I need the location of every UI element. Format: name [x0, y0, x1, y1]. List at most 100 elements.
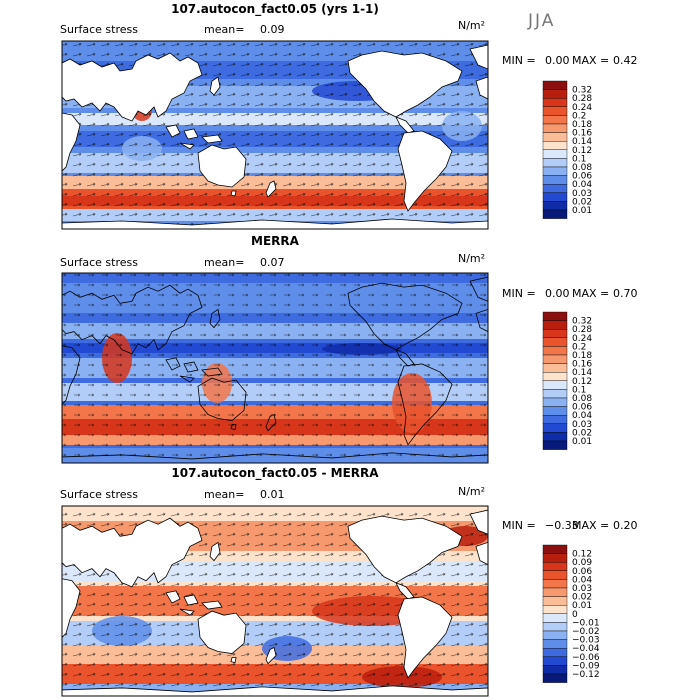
- colorbar-tick-label: 0.14: [572, 368, 592, 378]
- colorbar-swatch: [542, 329, 568, 339]
- colorbar-tick-label: 0.18: [572, 120, 592, 130]
- max-label: MAX =: [572, 519, 609, 532]
- colorbar-swatch: [542, 132, 568, 142]
- panel-variable-label: Surface stress: [60, 488, 138, 501]
- colorbar-swatch: [542, 311, 568, 321]
- colorbar-tick-label: −0.03: [572, 636, 600, 646]
- colorbar-tick-label: 0.06: [572, 403, 592, 413]
- colorbar-tick-label: 0.18: [572, 351, 592, 361]
- colorbar-tick-label: −0.12: [572, 670, 600, 680]
- colorbar-swatch: [542, 406, 568, 416]
- colorbar-swatch: [542, 363, 568, 373]
- colorbar-swatch: [542, 149, 568, 159]
- colorbar-tick-label: 0.02: [572, 593, 592, 603]
- panel-title: 107.autocon_fact0.05 (yrs 1-1): [171, 2, 379, 17]
- colorbar-tick-label: 0: [572, 610, 578, 620]
- colorbar-swatch: [542, 630, 568, 640]
- colorbar-tick-label: 0.2: [572, 342, 586, 352]
- colorbar-swatch: [542, 209, 568, 219]
- colorbar-swatch: [542, 166, 568, 176]
- colorbar-swatch: [542, 613, 568, 623]
- colorbar-swatch: [542, 80, 568, 90]
- colorbar-tick-label: −0.02: [572, 627, 600, 637]
- colorbar-swatch: [542, 605, 568, 615]
- map-field: [62, 41, 488, 229]
- colorbar-tick-label: 0.32: [572, 86, 592, 96]
- units-label: N/m²: [458, 485, 485, 498]
- colorbar-swatch: [542, 183, 568, 193]
- colorbar-swatch: [542, 115, 568, 125]
- mean-label: mean=: [204, 488, 244, 501]
- panel-variable-label: Surface stress: [60, 256, 138, 269]
- units-label: N/m²: [458, 19, 485, 32]
- colorbar-tick-label: 0.01: [572, 437, 592, 447]
- colorbar-swatch: [542, 553, 568, 563]
- colorbar-swatch: [542, 106, 568, 116]
- colorbar-swatch: [542, 656, 568, 666]
- max-value: 0.20: [613, 519, 638, 532]
- min-label: MIN =: [502, 519, 536, 532]
- panel-2: MERRA Surface stress mean= 0.07 N/m² MIN = 0.0…: [60, 234, 638, 464]
- min-value: 0.00: [545, 287, 570, 300]
- colorbar-swatch: [542, 596, 568, 606]
- mean-label: mean=: [204, 256, 244, 269]
- min-value: 0.00: [545, 54, 570, 67]
- mean-value: 0.01: [260, 488, 285, 501]
- colorbar-swatch: [542, 89, 568, 99]
- max-label: MAX =: [572, 287, 609, 300]
- colorbar-tick-label: 0.04: [572, 180, 592, 190]
- colorbar-tick-label: 0.02: [572, 428, 592, 438]
- colorbar-swatch: [542, 544, 568, 554]
- max-label: MAX =: [572, 54, 609, 67]
- map-field: [62, 273, 488, 463]
- colorbar-swatch: [542, 432, 568, 442]
- season-label: JJA: [527, 11, 555, 31]
- colorbar-swatch: [542, 440, 568, 450]
- colorbar-tick-label: 0.2: [572, 111, 586, 121]
- colorbar-tick-label: 0.09: [572, 558, 592, 568]
- panel-3: 107.autocon_fact0.05 - MERRA Surface stre…: [60, 466, 638, 697]
- colorbar-tick-label: 0.12: [572, 550, 592, 560]
- colorbar-tick-label: −0.09: [572, 661, 600, 671]
- colorbar-swatch: [542, 639, 568, 649]
- colorbar-tick-label: 0.12: [572, 377, 592, 387]
- colorbar-swatch: [542, 665, 568, 675]
- colorbar-tick-label: 0.24: [572, 334, 592, 344]
- colorbar-swatch: [542, 175, 568, 185]
- colorbar-swatch: [542, 372, 568, 382]
- panel-title: 107.autocon_fact0.05 - MERRA: [171, 466, 379, 481]
- colorbar-swatch: [542, 570, 568, 580]
- colorbar-tick-label: 0.24: [572, 103, 592, 113]
- colorbar-swatch: [542, 192, 568, 202]
- map-frame: [61, 40, 489, 230]
- colorbar-tick-label: 0.04: [572, 575, 592, 585]
- colorbar-tick-label: 0.16: [572, 360, 592, 370]
- colorbar-swatch: [542, 97, 568, 107]
- max-value: 0.70: [613, 287, 638, 300]
- mean-value: 0.09: [260, 23, 285, 36]
- mean-label: mean=: [204, 23, 244, 36]
- min-label: MIN =: [502, 54, 536, 67]
- colorbar-tick-label: 0.14: [572, 137, 592, 147]
- colorbar-swatch: [542, 389, 568, 399]
- colorbar-tick-label: 0.06: [572, 567, 592, 577]
- colorbar-tick-label: 0.1: [572, 385, 586, 395]
- colorbar-swatch: [542, 320, 568, 330]
- colorbar-tick-label: −0.01: [572, 618, 600, 628]
- colorbar-tick-label: −0.04: [572, 644, 600, 654]
- colorbar-tick-label: 0.03: [572, 420, 592, 430]
- min-value: −0.33: [545, 519, 579, 532]
- colorbar-swatch: [542, 562, 568, 572]
- colorbar-tick-label: 0.02: [572, 197, 592, 207]
- colorbar-swatch: [542, 140, 568, 150]
- colorbar-swatch: [542, 579, 568, 589]
- colorbar-swatch: [542, 648, 568, 658]
- map-field: [62, 506, 488, 696]
- colorbar-tick-label: 0.08: [572, 394, 592, 404]
- colorbar-tick-label: 0.01: [572, 601, 592, 611]
- colorbar-swatch: [542, 587, 568, 597]
- colorbar-tick-label: 0.06: [572, 172, 592, 182]
- colorbar-swatch: [542, 337, 568, 347]
- panel-1: 107.autocon_fact0.05 (yrs 1-1) Surface st…: [60, 2, 638, 230]
